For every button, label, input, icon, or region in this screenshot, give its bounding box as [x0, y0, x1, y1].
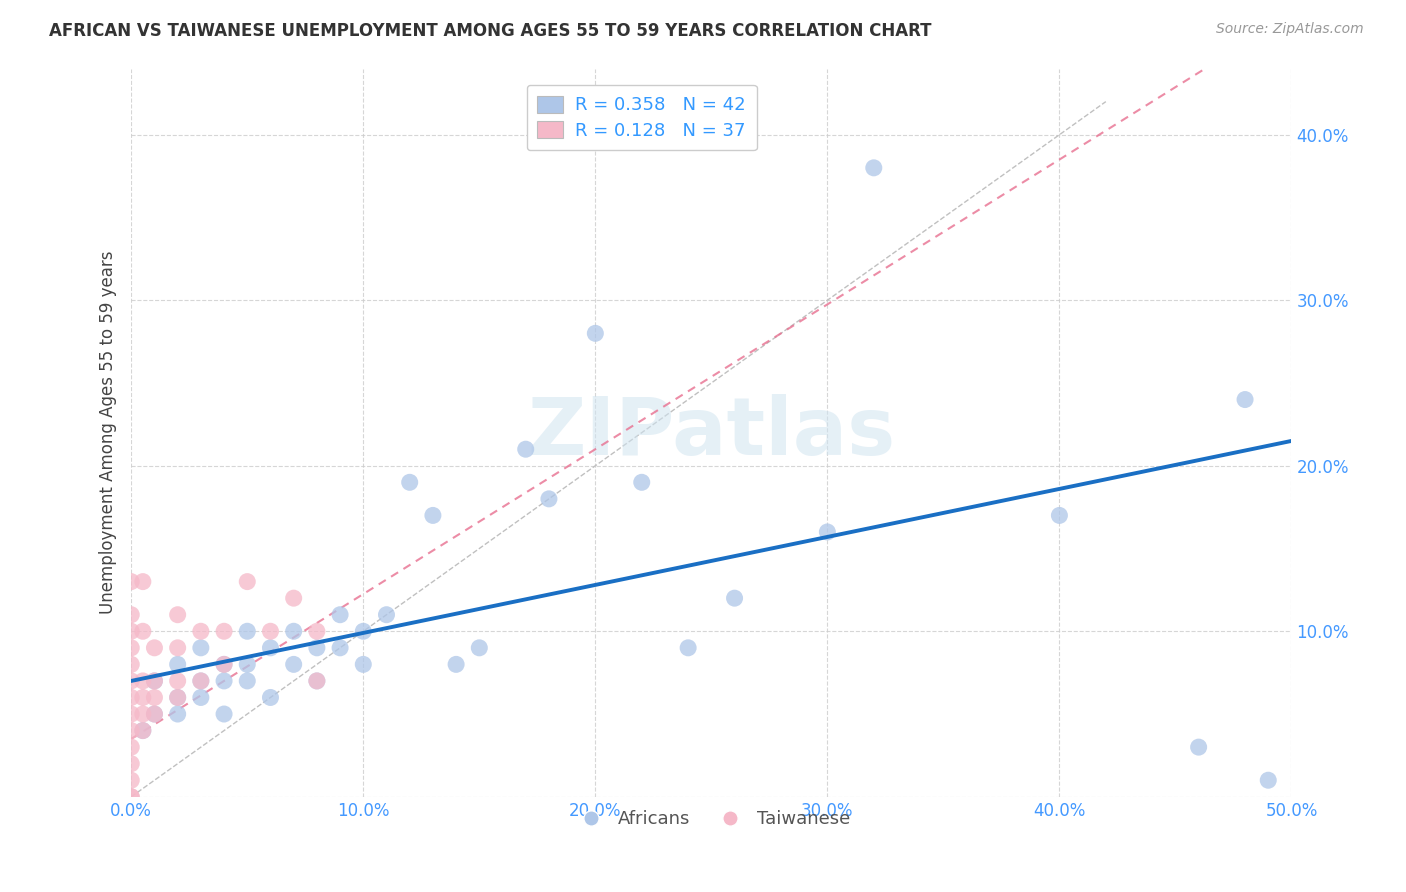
- Point: [283, 624, 305, 639]
- Text: ZIPatlas: ZIPatlas: [527, 393, 896, 472]
- Point: [283, 657, 305, 672]
- Point: [236, 657, 259, 672]
- Text: AFRICAN VS TAIWANESE UNEMPLOYMENT AMONG AGES 55 TO 59 YEARS CORRELATION CHART: AFRICAN VS TAIWANESE UNEMPLOYMENT AMONG …: [49, 22, 932, 40]
- Point: [166, 640, 188, 655]
- Point: [143, 673, 166, 688]
- Point: [166, 706, 188, 721]
- Point: [352, 657, 374, 672]
- Point: [329, 607, 352, 622]
- Point: [329, 640, 352, 655]
- Point: [120, 624, 142, 639]
- Point: [815, 524, 838, 539]
- Point: [212, 657, 235, 672]
- Point: [143, 706, 166, 721]
- Point: [212, 657, 235, 672]
- Point: [259, 624, 281, 639]
- Point: [120, 690, 142, 705]
- Point: [132, 624, 155, 639]
- Point: [120, 773, 142, 788]
- Point: [1188, 740, 1211, 755]
- Point: [120, 789, 142, 804]
- Point: [422, 508, 444, 523]
- Point: [1234, 392, 1257, 407]
- Point: [468, 640, 491, 655]
- Point: [166, 673, 188, 688]
- Point: [862, 161, 884, 175]
- Point: [212, 673, 235, 688]
- Point: [132, 723, 155, 738]
- Point: [132, 706, 155, 721]
- Point: [352, 624, 374, 639]
- Point: [515, 442, 537, 457]
- Point: [723, 591, 745, 606]
- Point: [283, 591, 305, 606]
- Point: [166, 690, 188, 705]
- Legend: Africans, Taiwanese: Africans, Taiwanese: [565, 803, 858, 835]
- Point: [190, 673, 212, 688]
- Point: [305, 673, 328, 688]
- Point: [190, 640, 212, 655]
- Point: [120, 740, 142, 755]
- Point: [236, 673, 259, 688]
- Point: [132, 690, 155, 705]
- Point: [120, 789, 142, 804]
- Point: [444, 657, 467, 672]
- Point: [120, 607, 142, 622]
- Point: [676, 640, 699, 655]
- Point: [398, 475, 420, 490]
- Point: [120, 640, 142, 655]
- Point: [120, 574, 142, 589]
- Point: [212, 624, 235, 639]
- Point: [190, 673, 212, 688]
- Point: [236, 574, 259, 589]
- Point: [120, 756, 142, 771]
- Point: [120, 657, 142, 672]
- Point: [120, 723, 142, 738]
- Point: [236, 624, 259, 639]
- Point: [120, 706, 142, 721]
- Point: [120, 673, 142, 688]
- Point: [1047, 508, 1070, 523]
- Point: [166, 657, 188, 672]
- Y-axis label: Unemployment Among Ages 55 to 59 years: Unemployment Among Ages 55 to 59 years: [100, 251, 117, 615]
- Point: [166, 607, 188, 622]
- Text: Source: ZipAtlas.com: Source: ZipAtlas.com: [1216, 22, 1364, 37]
- Point: [132, 673, 155, 688]
- Point: [537, 491, 560, 506]
- Point: [1257, 773, 1279, 788]
- Point: [190, 624, 212, 639]
- Point: [143, 640, 166, 655]
- Point: [132, 574, 155, 589]
- Point: [630, 475, 652, 490]
- Point: [259, 640, 281, 655]
- Point: [305, 640, 328, 655]
- Point: [583, 326, 606, 341]
- Point: [259, 690, 281, 705]
- Point: [190, 690, 212, 705]
- Point: [143, 673, 166, 688]
- Point: [305, 624, 328, 639]
- Point: [212, 706, 235, 721]
- Point: [132, 723, 155, 738]
- Point: [375, 607, 398, 622]
- Point: [305, 673, 328, 688]
- Point: [143, 690, 166, 705]
- Point: [166, 690, 188, 705]
- Point: [143, 706, 166, 721]
